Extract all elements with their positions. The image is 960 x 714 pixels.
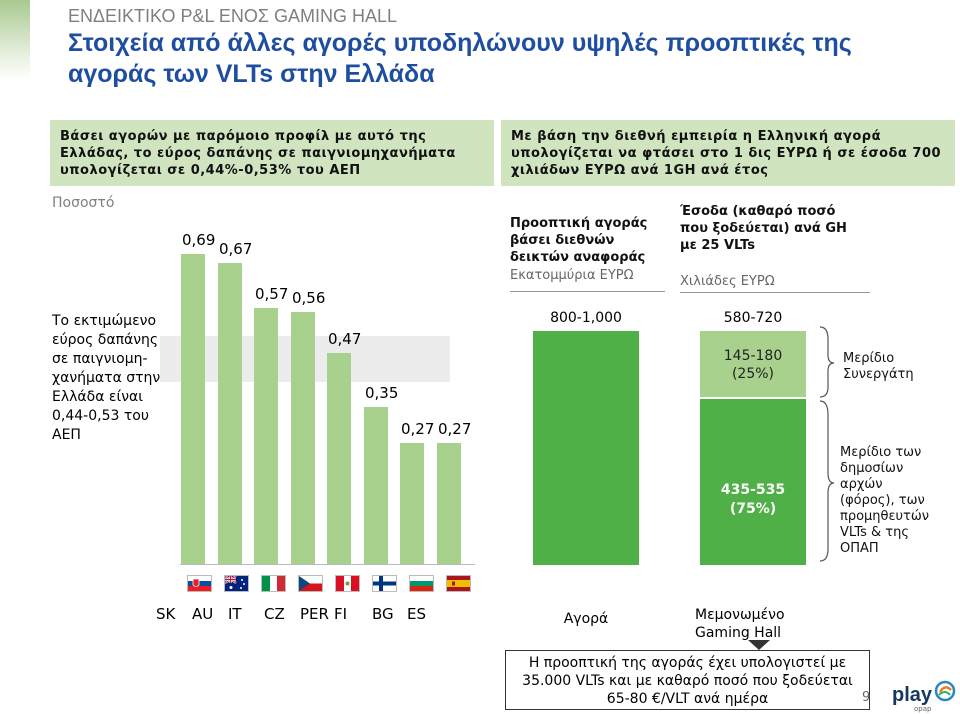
australia-flag-icon (224, 575, 249, 592)
gh-total-label: 580-720 (723, 310, 783, 326)
country-label: CZ (264, 605, 285, 623)
y-axis-label: Ποσοστό (52, 195, 115, 211)
bar-es (437, 443, 461, 564)
bar-it (254, 308, 278, 564)
bar-bg (400, 443, 424, 564)
left-chart-area: 0,69 0,67 0,57 0,56 0,47 0,35 0,27 0,27 (181, 200, 471, 564)
bar-per (327, 353, 351, 564)
page-supertitle: ΕΝΔΕΙΚΤΙΚΟ P&L ΕΝΟΣ GAMING HALL (68, 6, 398, 26)
bar-value-label: 0,27 (438, 420, 472, 438)
gh-chart-title: Έσοδα (καθαρό ποσό που ξοδεύεται) ανά GH… (680, 204, 847, 253)
bar-value-label: 0,47 (328, 330, 362, 348)
bar-value-label: 0,69 (182, 231, 216, 249)
country-label: AU (192, 605, 214, 623)
bar-value-label: 0,67 (219, 240, 253, 258)
country-label: SK (156, 605, 176, 623)
czech-flag-icon (298, 575, 323, 592)
partner-share-value: 145-180 (723, 348, 783, 364)
left-info-text: Βάσει αγορών με παρόμοιο προφίλ με αυτό … (60, 129, 456, 178)
slovakia-flag-icon (187, 575, 212, 592)
callout-pointer (748, 640, 770, 650)
authorities-share-label: Μερίδιο των δημοσίων αρχών (φόρος), των … (840, 445, 930, 556)
bar-au (218, 263, 242, 564)
authorities-share-value: 435-535 (720, 482, 786, 498)
share-brackets (819, 326, 835, 562)
bar-value-label: 0,35 (365, 384, 399, 402)
header-accent (0, 0, 30, 80)
gh-chart-rule (680, 292, 870, 293)
play-logo: play opap (890, 680, 958, 714)
market-chart-unit: Εκατομμύρια ΕΥΡΩ (510, 268, 634, 283)
bulgaria-flag-icon (409, 575, 434, 592)
market-chart-rule (510, 291, 665, 292)
estimate-band-text: Το εκτιμώμενο εύρος δαπάνης σε παιγνιομη… (52, 313, 161, 443)
market-bar (533, 331, 639, 565)
logo-text: play (892, 684, 933, 706)
bar-value-label: 0,27 (401, 420, 435, 438)
x-axis-line (180, 564, 475, 565)
partner-share-percent: (25%) (731, 366, 775, 382)
country-label: ES (407, 605, 426, 623)
gh-category-label: Μεμονωμένο Gaming Hall (695, 607, 785, 641)
italy-flag-icon (261, 575, 286, 592)
logo-subtext: opap (914, 705, 932, 713)
market-chart-title: Προοπτική αγοράς βάσει διεθνών δεικτών α… (510, 216, 648, 265)
page-title: Στοιχεία από άλλες αγορές υποδηλώνουν υψ… (68, 29, 852, 88)
market-category-label: Αγορά (563, 611, 609, 627)
partner-share-bar: 145-180 (25%) (700, 331, 806, 397)
right-info-text: Με βάση την διεθνή εμπειρία η Ελληνική α… (511, 129, 942, 178)
gh-chart-unit: Χιλιάδες ΕΥΡΩ (680, 274, 775, 289)
partner-share-label: Μερίδιο Συνεργάτη (843, 351, 914, 382)
callout-text: Η προοπτική της αγοράς έχει υπολογιστεί … (522, 655, 853, 707)
bar-value-label: 0,56 (292, 289, 326, 307)
finland-flag-icon (372, 575, 397, 592)
spain-flag-icon (446, 575, 471, 592)
authorities-share-percent: (75%) (729, 501, 777, 517)
bar-fi (364, 407, 388, 564)
bar-value-label: 0,57 (255, 285, 289, 303)
logo-swirl-icon (934, 680, 956, 702)
country-label: IT (228, 605, 242, 623)
bar-cz (291, 312, 315, 564)
assumption-callout: Η προοπτική της αγοράς έχει υπολογιστεί … (505, 650, 870, 710)
bar-sk (181, 254, 205, 564)
peru-flag-icon (335, 575, 360, 592)
country-label: FI (334, 605, 348, 623)
page-number: 9 (862, 690, 871, 705)
market-value-label: 800-1,000 (550, 310, 622, 326)
country-label: BG (372, 605, 394, 623)
country-label: PER (300, 605, 329, 623)
authorities-share-bar: 435-535 (75%) (700, 399, 806, 565)
left-info-panel: Βάσει αγορών με παρόμοιο προφίλ με αυτό … (50, 120, 494, 186)
right-info-panel: Με βάση την διεθνή εμπειρία η Ελληνική α… (501, 120, 955, 186)
